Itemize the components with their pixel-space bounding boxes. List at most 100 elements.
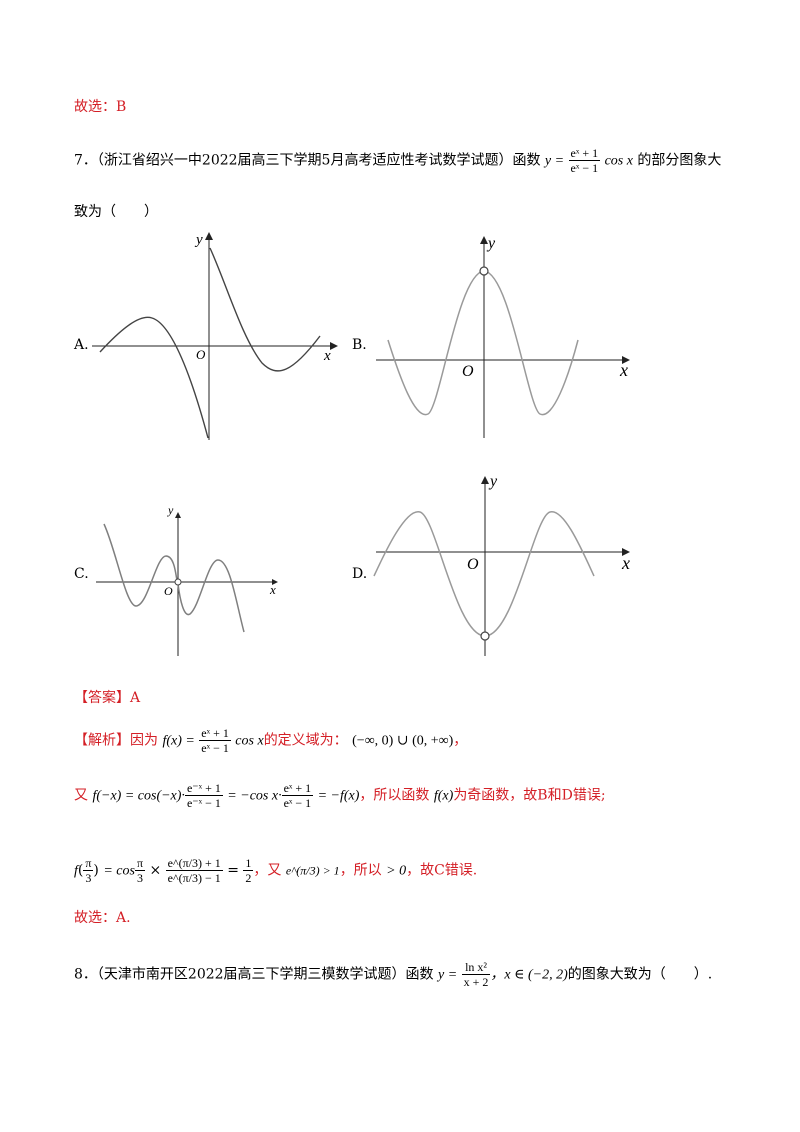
option-d-y-label: y (488, 473, 498, 490)
q8-func-fraction: ln x² x + 2 (461, 960, 491, 989)
option-d-x-arrow (622, 548, 630, 556)
q7-after-func: 的部分图象大 (637, 152, 722, 169)
analysis-odd: 为奇函数，故B和D错误; (453, 787, 606, 804)
analysis-ineq: e^(π/3) > 1 (285, 863, 340, 878)
analysis-gt-zero: > 0 (386, 863, 407, 879)
option-c-x-arrow (272, 579, 278, 585)
option-b-graph: O x y (370, 228, 635, 443)
analysis-e-frac-den: e^(π/3) − 1 (167, 871, 221, 885)
analysis-fx-2: f(x) (433, 788, 454, 804)
analysis-so: ，所以 (339, 862, 382, 879)
analysis-frac-neg: e⁻ˣ + 1 e⁻ˣ − 1 (184, 781, 223, 810)
q8-domain: ，x ∈ (−2, 2) (490, 967, 568, 983)
option-d-curve (373, 511, 595, 637)
option-c-origin: O (164, 584, 173, 598)
q8-number: 8． (74, 966, 97, 983)
q7-stem-line1: 7．（浙江省绍兴一中2022届高三下学期5月高考适应性考试数学试题）函数 y =… (74, 146, 721, 175)
analysis-f-neg-x: f(−x) = cos(−x)· (92, 788, 185, 804)
analysis-c-wrong: ，故C错误. (406, 862, 478, 879)
option-a-origin: O (196, 347, 206, 362)
q8-func-num: ln x² (465, 960, 487, 974)
option-a-x-label: x (323, 348, 331, 364)
analysis-frac-pos-num: eˣ + 1 (283, 781, 312, 795)
analysis-fx: f(x) = (162, 733, 195, 749)
analysis-fx-cos: cos x (235, 733, 264, 749)
q8-source: （天津市南开区2022届高三下学期三模数学试题）函数 (96, 966, 434, 983)
analysis-pi3-arg-num: π (85, 856, 92, 870)
q7-number: 7． (74, 152, 97, 169)
analysis-neg-cos: = −cos x· (227, 788, 282, 804)
analysis-pi3-num: π (136, 856, 144, 870)
analysis-fx-num: eˣ + 1 (201, 726, 229, 740)
q7-func-den: eˣ − 1 (570, 161, 599, 175)
analysis-again: ，又 (253, 862, 282, 879)
option-a-y-arrow (205, 232, 213, 240)
option-c-graph: O x y (92, 500, 292, 660)
analysis-times: × (149, 862, 162, 879)
analysis-line3: f( π 3 ) = cos π 3 × e^(π/3) + 1 e^(π/3)… (74, 856, 478, 885)
option-b-y-label: y (486, 235, 496, 252)
analysis-line1: 【解析】因为 f(x) = eˣ + 1 eˣ − 1 cos x的定义域为： … (74, 726, 467, 755)
prev-conclusion: 故选：B (74, 99, 127, 115)
q7-stem-line2: 致为（ ） (74, 204, 158, 220)
analysis-e-frac: e^(π/3) + 1 e^(π/3) − 1 (165, 856, 223, 885)
q7-func-y: y = (544, 153, 565, 169)
analysis-pi3: π 3 (134, 856, 146, 885)
option-b-y-arrow (480, 236, 488, 244)
option-c-y-label: y (167, 503, 174, 517)
option-a-graph: O x y (92, 228, 342, 443)
analysis-because: 因为 (130, 732, 158, 749)
analysis-label: 【解析】 (74, 732, 130, 749)
q8-func-y: y = (438, 967, 458, 983)
analysis-e-frac-num: e^(π/3) + 1 (167, 856, 221, 870)
q7-func-fraction: eˣ + 1 eˣ − 1 (568, 146, 601, 175)
analysis-pi3-arg-den: 3 (85, 871, 92, 885)
option-d-graph: O x y (370, 470, 635, 660)
option-b-label: B. (352, 337, 367, 353)
option-c-hollow-point (174, 578, 182, 586)
option-b-hollow-point (479, 266, 489, 276)
option-d-x-label: x (621, 553, 630, 573)
option-a-x-arrow (330, 342, 338, 350)
analysis-domain-text: 的定义域为： (263, 732, 348, 749)
analysis-eq-cos: = cos (103, 863, 135, 879)
q7-func-cos: cos x (604, 153, 633, 169)
analysis-neg-fx: = −f(x) (317, 788, 360, 804)
option-a-y-label: y (194, 232, 203, 248)
analysis-line2: 又 f(−x) = cos(−x)· e⁻ˣ + 1 e⁻ˣ − 1 = −co… (74, 781, 606, 810)
option-d-label: D. (352, 566, 368, 582)
analysis-conclusion: 故选：A. (74, 910, 131, 926)
option-c-y-arrow (175, 512, 181, 518)
analysis-line1-end: ， (453, 732, 468, 749)
option-c-label: C. (74, 566, 89, 582)
q8-func-den: x + 2 (463, 975, 489, 989)
option-c-curve (103, 523, 245, 633)
analysis-half: 1 2 (243, 856, 254, 885)
analysis-fx-den: eˣ − 1 (201, 741, 229, 755)
q8-tail: 的图象大致为（ ）. (567, 966, 713, 983)
option-d-y-arrow (481, 476, 489, 484)
analysis-domain: (−∞, 0) ∪ (0, +∞) (352, 733, 454, 749)
analysis-so-func: ，所以函数 (359, 787, 430, 804)
analysis-half-den: 2 (245, 871, 252, 885)
option-b-origin: O (462, 363, 474, 380)
option-a-label: A. (74, 337, 89, 353)
option-a-curve-left (99, 316, 209, 439)
option-d-origin: O (467, 556, 479, 573)
analysis-f: f (74, 863, 78, 879)
analysis-frac-neg-num: e⁻ˣ + 1 (186, 781, 221, 795)
analysis-also: 又 (74, 787, 88, 804)
analysis-frac-pos-den: eˣ − 1 (283, 796, 312, 810)
option-a-curve-right (209, 247, 321, 372)
analysis-pi3-arg: π 3 (83, 856, 94, 885)
q8-stem: 8．（天津市南开区2022届高三下学期三模数学试题）函数 y = ln x² x… (74, 960, 712, 989)
analysis-fx-fraction: eˣ + 1 eˣ − 1 (199, 726, 231, 755)
option-b-curve (387, 270, 579, 416)
option-b-x-arrow (622, 356, 630, 364)
option-b-x-label: x (619, 360, 628, 380)
analysis-half-num: 1 (245, 856, 252, 870)
analysis-frac-pos: eˣ + 1 eˣ − 1 (281, 781, 314, 810)
answer-label: 【答案】A (74, 690, 141, 706)
option-d-hollow-point (480, 631, 490, 641)
q7-func-num: eˣ + 1 (570, 146, 599, 160)
